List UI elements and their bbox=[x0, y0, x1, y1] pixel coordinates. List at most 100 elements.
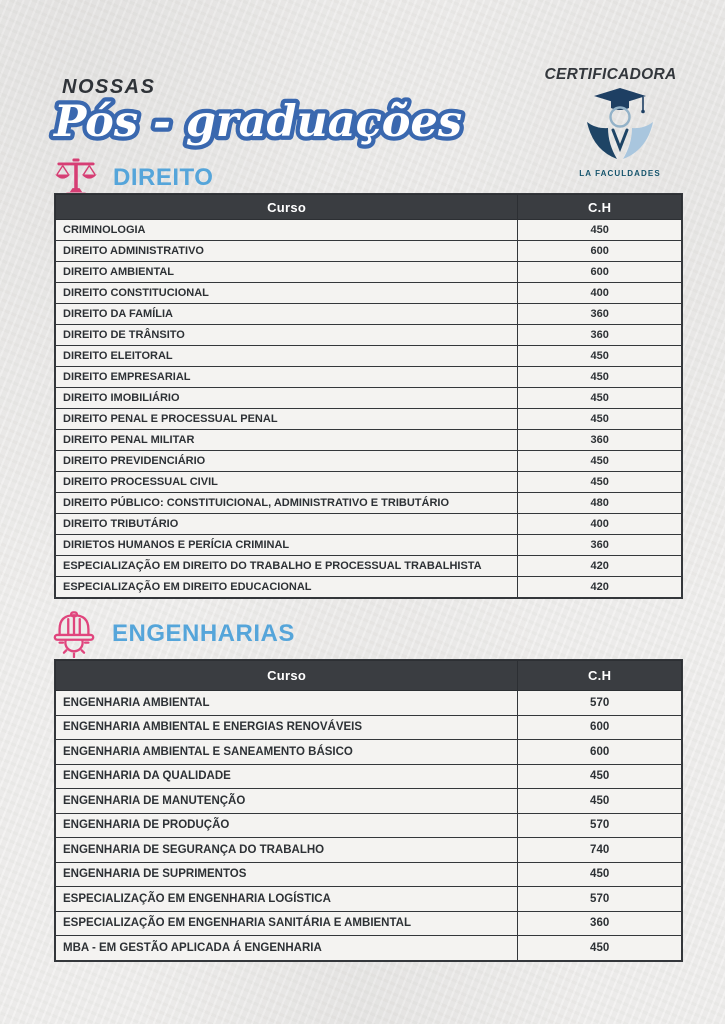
course-hours-cell: 450 bbox=[517, 219, 682, 241]
column-header-curso: Curso bbox=[54, 194, 519, 220]
table-row: CRIMINOLOGIA 450 bbox=[54, 219, 682, 241]
table-row: DIREITO ADMINISTRATIVO 600 bbox=[54, 240, 682, 262]
page-title: Pós - graduações bbox=[52, 97, 462, 147]
course-hours-cell: 450 bbox=[517, 471, 682, 493]
course-hours-cell: 420 bbox=[517, 576, 682, 598]
table-row: MBA - EM GESTÃO APLICADA Á ENGENHARIA 450 bbox=[54, 935, 682, 961]
course-name-cell: DIREITO IMOBILIÁRIO bbox=[54, 387, 519, 409]
table-row: DIREITO PÚBLICO: CONSTITUICIONAL, ADMINI… bbox=[54, 492, 682, 514]
course-hours-cell: 570 bbox=[517, 812, 682, 838]
page-title-art: Pós - graduações bbox=[48, 93, 466, 152]
table-row: DIREITO IMOBILIÁRIO 450 bbox=[54, 387, 682, 409]
section-header-engenharias: ENGENHARIAS bbox=[50, 610, 295, 658]
course-name-cell: ENGENHARIA AMBIENTAL E SANEAMENTO BÁSICO bbox=[54, 739, 519, 765]
course-name-cell: ENGENHARIA DE SEGURANÇA DO TRABALHO bbox=[54, 837, 519, 863]
course-hours-cell: 740 bbox=[517, 837, 682, 863]
course-hours-cell: 360 bbox=[517, 910, 682, 936]
table-row: ENGENHARIA DE SEGURANÇA DO TRABALHO 740 bbox=[54, 837, 682, 863]
table-row: ENGENHARIA AMBIENTAL E ENERGIAS RENOVÁVE… bbox=[54, 714, 682, 740]
column-header-curso: Curso bbox=[54, 660, 519, 691]
table-row: DIREITO PROCESSUAL CIVIL 450 bbox=[54, 471, 682, 493]
course-name-cell: ENGENHARIA AMBIENTAL bbox=[54, 690, 519, 716]
course-name-cell: DIREITO PENAL MILITAR bbox=[54, 429, 519, 451]
table-row: ENGENHARIA DE PRODUÇÃO 570 bbox=[54, 812, 682, 838]
course-hours-cell: 360 bbox=[517, 534, 682, 556]
course-name-cell: ESPECIALIZAÇÃO EM ENGENHARIA SANITÁRIA E… bbox=[54, 910, 519, 936]
course-name-cell: ENGENHARIA DE PRODUÇÃO bbox=[54, 812, 519, 838]
graduation-cap-icon bbox=[594, 88, 646, 114]
table-row: ENGENHARIA DE SUPRIMENTOS 450 bbox=[54, 861, 682, 887]
table-row: ESPECIALIZAÇÃO EM DIREITO EDUCACIONAL 420 bbox=[54, 576, 682, 598]
table-row: DIREITO EMPRESARIAL 450 bbox=[54, 366, 682, 388]
course-name-cell: DIREITO AMBIENTAL bbox=[54, 261, 519, 283]
course-hours-cell: 600 bbox=[517, 261, 682, 283]
course-hours-cell: 570 bbox=[517, 690, 682, 716]
table-row: ENGENHARIA AMBIENTAL 570 bbox=[54, 690, 682, 716]
course-hours-cell: 400 bbox=[517, 282, 682, 304]
course-name-cell: DIREITO DA FAMÍLIA bbox=[54, 303, 519, 325]
table-row: DIREITO PENAL MILITAR 360 bbox=[54, 429, 682, 451]
course-hours-cell: 450 bbox=[517, 788, 682, 814]
course-hours-cell: 450 bbox=[517, 935, 682, 961]
course-name-cell: CRIMINOLOGIA bbox=[54, 219, 519, 241]
course-name-cell: DIREITO DE TRÂNSITO bbox=[54, 324, 519, 346]
direito-table: Curso C.H CRIMINOLOGIA 450 DIREITO ADMINIS… bbox=[54, 194, 682, 598]
course-hours-cell: 600 bbox=[517, 714, 682, 740]
la-faculdades-logo: LA FACULDADES bbox=[579, 88, 661, 178]
section-header-direito: DIREITO bbox=[53, 158, 213, 198]
course-name-cell: ENGENHARIA DE SUPRIMENTOS bbox=[54, 861, 519, 887]
course-name-cell: ENGENHARIA DE MANUTENÇÃO bbox=[54, 788, 519, 814]
column-header-ch: C.H bbox=[517, 194, 682, 220]
course-hours-cell: 600 bbox=[517, 739, 682, 765]
section-title-engenharias: ENGENHARIAS bbox=[112, 620, 295, 647]
scales-of-justice-icon bbox=[55, 158, 97, 197]
table-header-row: Curso C.H bbox=[54, 660, 682, 691]
course-name-cell: ESPECIALIZAÇÃO EM DIREITO DO TRABALHO E … bbox=[54, 555, 519, 577]
course-hours-cell: 600 bbox=[517, 240, 682, 262]
course-hours-cell: 450 bbox=[517, 366, 682, 388]
logo-inner-v bbox=[611, 128, 629, 153]
course-name-cell: DIRIETOS HUMANOS E PERÍCIA CRIMINAL bbox=[54, 534, 519, 556]
table-row: DIREITO PENAL E PROCESSUAL PENAL 450 bbox=[54, 408, 682, 430]
course-hours-cell: 450 bbox=[517, 450, 682, 472]
course-hours-cell: 360 bbox=[517, 324, 682, 346]
course-hours-cell: 450 bbox=[517, 345, 682, 367]
column-header-ch: C.H bbox=[517, 660, 682, 691]
hard-hat-gear-icon bbox=[53, 611, 95, 658]
course-name-cell: ENGENHARIA AMBIENTAL E ENERGIAS RENOVÁVE… bbox=[54, 714, 519, 740]
course-name-cell: DIREITO ADMINISTRATIVO bbox=[54, 240, 519, 262]
course-hours-cell: 360 bbox=[517, 303, 682, 325]
course-name-cell: DIREITO PÚBLICO: CONSTITUICIONAL, ADMINI… bbox=[54, 492, 519, 514]
table-row: DIREITO ELEITORAL 450 bbox=[54, 345, 682, 367]
course-hours-cell: 420 bbox=[517, 555, 682, 577]
course-name-cell: DIREITO PENAL E PROCESSUAL PENAL bbox=[54, 408, 519, 430]
course-hours-cell: 400 bbox=[517, 513, 682, 535]
table-row: DIREITO TRIBUTÁRIO 400 bbox=[54, 513, 682, 535]
table-row: DIREITO DA FAMÍLIA 360 bbox=[54, 303, 682, 325]
table-header-row: Curso C.H bbox=[54, 194, 682, 220]
course-hours-cell: 360 bbox=[517, 429, 682, 451]
logo-right-wing bbox=[623, 122, 653, 159]
logo-wordmark: LA FACULDADES bbox=[579, 169, 661, 178]
course-name-cell: MBA - EM GESTÃO APLICADA Á ENGENHARIA bbox=[54, 935, 519, 961]
course-name-cell: ENGENHARIA DA QUALIDADE bbox=[54, 763, 519, 789]
logo-head-circle bbox=[609, 106, 631, 128]
table-row: DIREITO AMBIENTAL 600 bbox=[54, 261, 682, 283]
course-name-cell: DIREITO CONSTITUCIONAL bbox=[54, 282, 519, 304]
table-row: ENGENHARIA AMBIENTAL E SANEAMENTO BÁSICO… bbox=[54, 739, 682, 765]
course-hours-cell: 450 bbox=[517, 861, 682, 887]
table-row: ESPECIALIZAÇÃO EM ENGENHARIA SANITÁRIA E… bbox=[54, 910, 682, 936]
engenharias-table: Curso C.H ENGENHARIA AMBIENTAL 570 ENGENHA… bbox=[54, 660, 682, 961]
course-name-cell: DIREITO TRIBUTÁRIO bbox=[54, 513, 519, 535]
course-name-cell: DIREITO PROCESSUAL CIVIL bbox=[54, 471, 519, 493]
course-name-cell: DIREITO EMPRESARIAL bbox=[54, 366, 519, 388]
course-hours-cell: 450 bbox=[517, 763, 682, 789]
table-row: ESPECIALIZAÇÃO EM ENGENHARIA LOGÍSTICA 57… bbox=[54, 886, 682, 912]
course-hours-cell: 570 bbox=[517, 886, 682, 912]
course-name-cell: ESPECIALIZAÇÃO EM ENGENHARIA LOGÍSTICA bbox=[54, 886, 519, 912]
course-hours-cell: 450 bbox=[517, 387, 682, 409]
course-hours-cell: 450 bbox=[517, 408, 682, 430]
table-row: DIREITO CONSTITUCIONAL 400 bbox=[54, 282, 682, 304]
course-name-cell: ESPECIALIZAÇÃO EM DIREITO EDUCACIONAL bbox=[54, 576, 519, 598]
